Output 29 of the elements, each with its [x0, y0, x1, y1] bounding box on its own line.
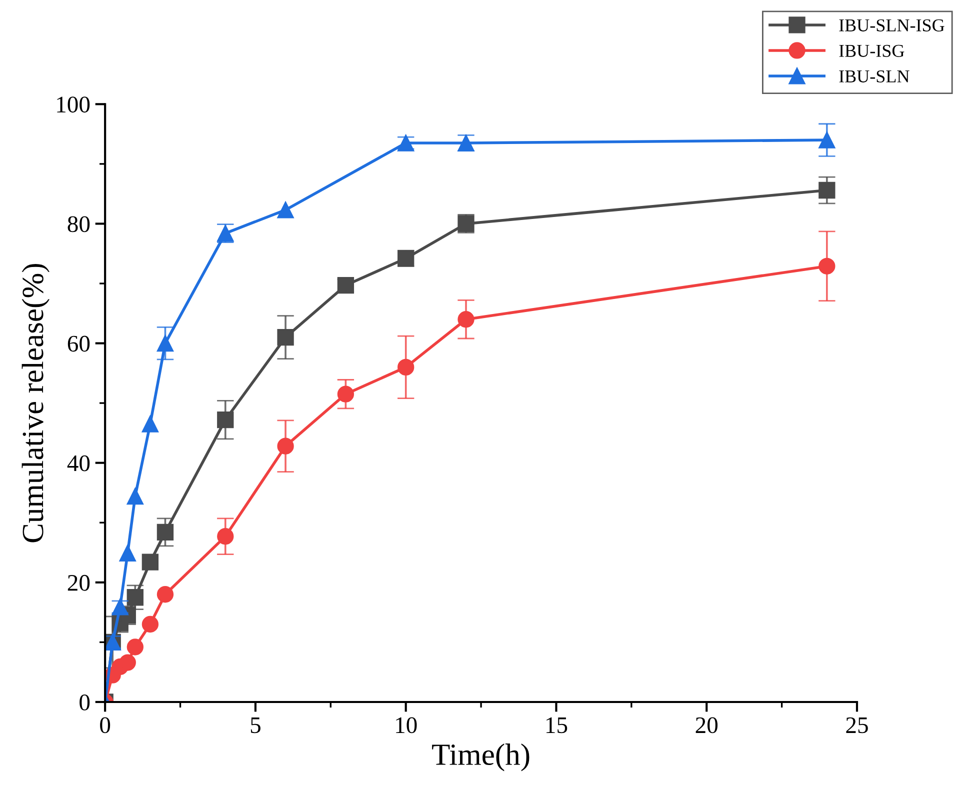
- point: [126, 488, 144, 505]
- point: [142, 616, 159, 633]
- point: [277, 328, 294, 346]
- y-tick-label: 20: [68, 574, 90, 591]
- y-tick-label: 0: [80, 694, 90, 710]
- x-tick-label: 5: [250, 717, 260, 734]
- point: [142, 554, 159, 570]
- x-axis-title: Time(h): [432, 744, 530, 772]
- x-tick-label: 0: [100, 717, 110, 734]
- point: [126, 638, 144, 656]
- point: [142, 416, 159, 432]
- legend-label: IBU-SLN-ISG: [839, 19, 944, 32]
- legend-label: IBU-ISG: [839, 44, 904, 57]
- point: [156, 586, 174, 603]
- point: [277, 202, 294, 218]
- y-tick-label: 100: [57, 96, 90, 113]
- legend-label: IBU-SLN: [839, 70, 910, 82]
- x-tick-label: 10: [396, 717, 417, 734]
- point: [818, 182, 836, 199]
- x-tick-label: 25: [846, 717, 868, 734]
- y-tick-label: 80: [68, 216, 90, 232]
- point: [156, 524, 174, 541]
- x-tick-label: 15: [546, 717, 568, 734]
- y-axis-title: Cumulative release(%): [22, 264, 50, 542]
- point: [119, 654, 136, 671]
- x-tick-label: 20: [696, 717, 718, 734]
- y-tick-label: 60: [68, 336, 90, 352]
- point: [119, 544, 136, 562]
- y-tick-label: 40: [67, 455, 90, 472]
